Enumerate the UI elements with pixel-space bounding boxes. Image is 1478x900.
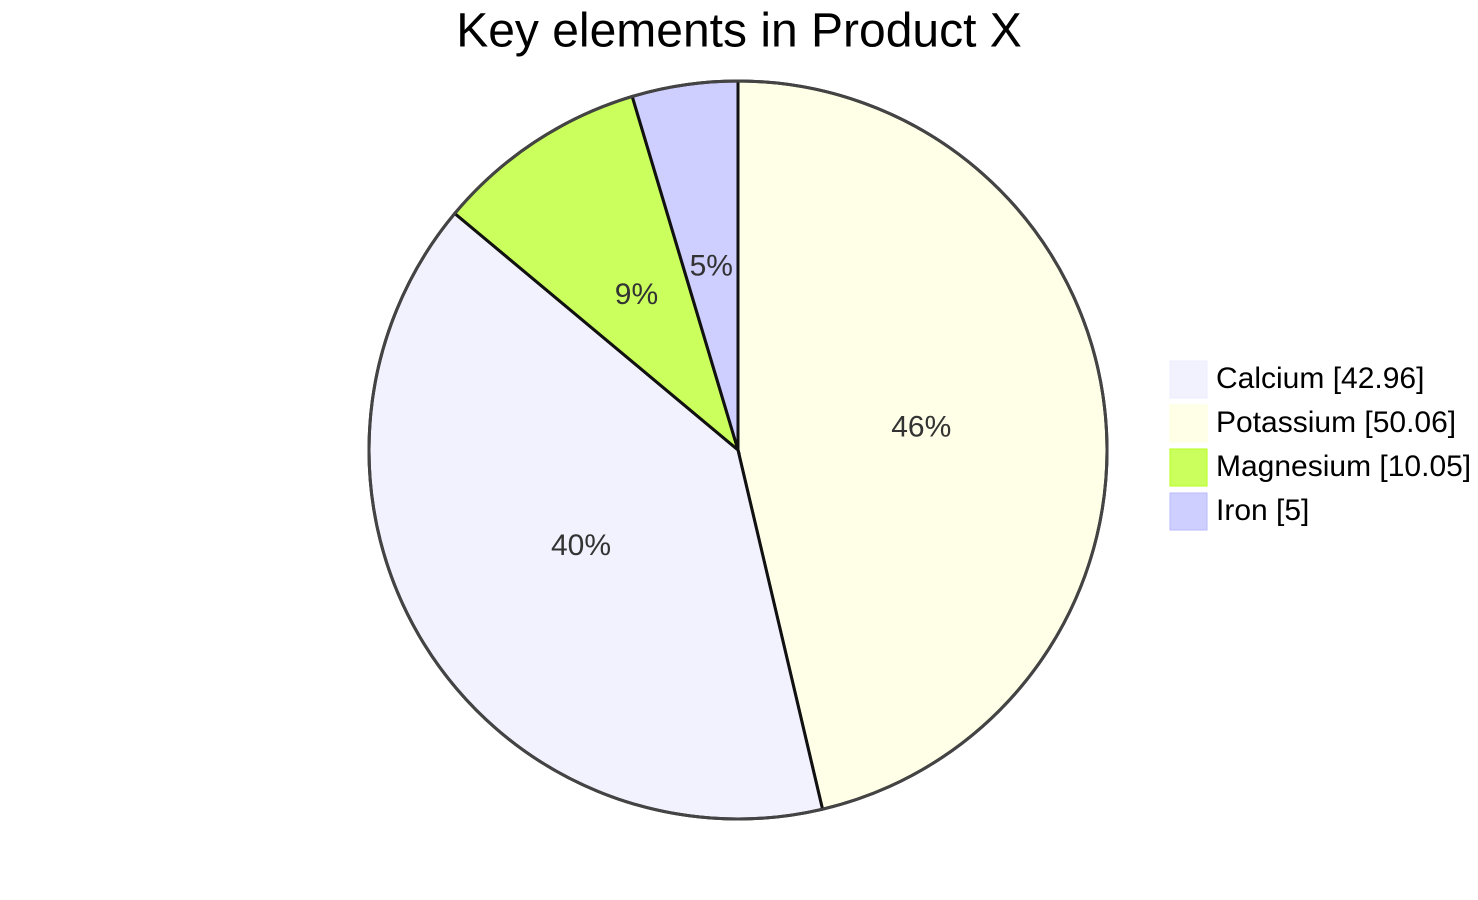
legend-swatch	[1169, 404, 1208, 443]
legend-label: Potassium [50.06]	[1216, 406, 1456, 439]
chart-title: Key elements in Product X	[456, 5, 1022, 58]
legend-label: Iron [5]	[1216, 494, 1309, 527]
legend-swatch	[1169, 360, 1208, 399]
legend-label: Magnesium [10.05]	[1216, 450, 1471, 483]
legend-swatch	[1169, 448, 1208, 487]
slice-label: 40%	[551, 529, 611, 562]
slice-label: 5%	[690, 249, 733, 282]
slice-label: 9%	[615, 278, 658, 311]
pie-outline	[367, 79, 1109, 821]
legend-swatch	[1169, 492, 1208, 531]
legend-label: Calcium [42.96]	[1216, 362, 1424, 395]
slice-label: 46%	[891, 411, 951, 444]
